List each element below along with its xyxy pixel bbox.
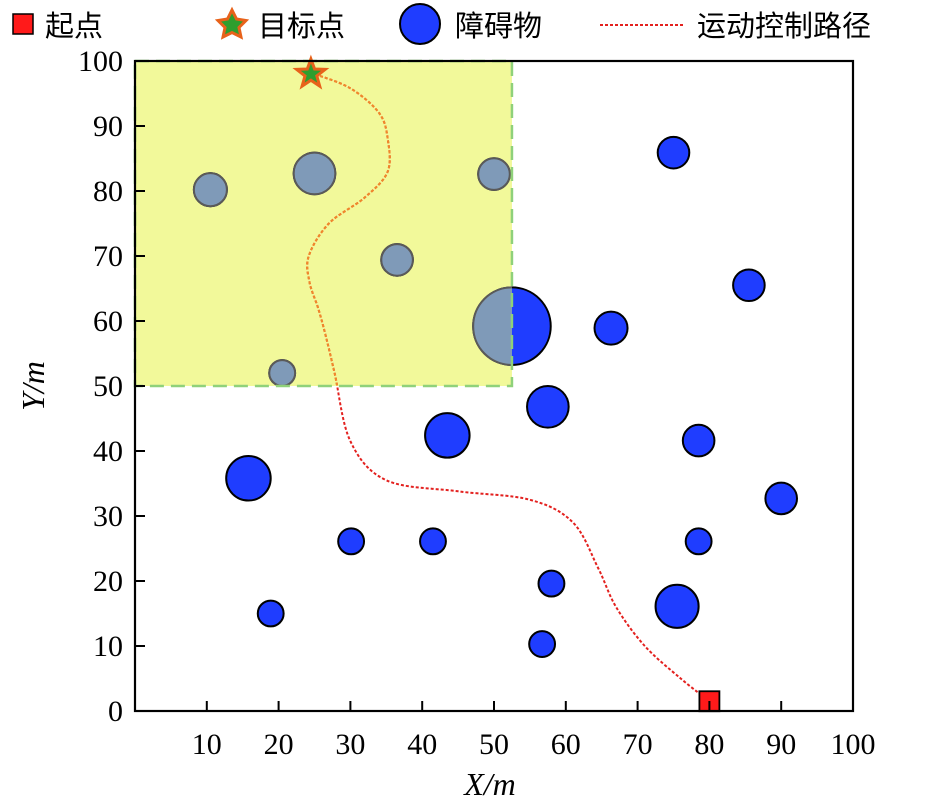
y-tick-label-20: 20 bbox=[93, 565, 123, 598]
y-axis-ticks: 0 10 20 30 40 50 60 70 80 90 100 bbox=[78, 45, 145, 728]
y-axis-label: Y/m bbox=[15, 361, 51, 411]
legend-obstacle-marker bbox=[399, 3, 441, 45]
obstacle-shaded-1 bbox=[192, 172, 228, 208]
y-tick-label-0: 0 bbox=[108, 695, 123, 728]
y-tick-label-40: 40 bbox=[93, 435, 123, 468]
obstacle-8 bbox=[732, 268, 766, 303]
obstacle-9 bbox=[593, 310, 629, 346]
obstacle-15 bbox=[337, 527, 366, 556]
obstacle-20 bbox=[256, 599, 285, 628]
goal-marker bbox=[292, 54, 330, 90]
legend-obstacle-label: 障碍物 bbox=[455, 9, 542, 43]
obstacle-shaded-2 bbox=[292, 151, 337, 196]
y-tick-label-60: 60 bbox=[93, 305, 123, 338]
x-tick-label-60: 60 bbox=[551, 728, 581, 761]
region-overlay bbox=[192, 151, 512, 386]
y-tick-label-10: 10 bbox=[93, 630, 123, 663]
legend-goal-marker bbox=[214, 6, 250, 40]
x-tick-label-80: 80 bbox=[694, 728, 724, 761]
obstacle-shaded-5 bbox=[268, 359, 297, 386]
legend-start-label: 起点 bbox=[45, 9, 103, 43]
obstacle-16 bbox=[419, 527, 447, 556]
y-tick-label-80: 80 bbox=[93, 175, 123, 208]
legend-goal-label: 目标点 bbox=[258, 9, 345, 43]
obstacle-13 bbox=[225, 455, 272, 502]
x-tick-label-70: 70 bbox=[623, 728, 653, 761]
obstacle-21 bbox=[528, 630, 557, 658]
x-tick-label-20: 20 bbox=[264, 728, 294, 761]
x-tick-label-50: 50 bbox=[479, 728, 509, 761]
obstacle-7 bbox=[656, 135, 691, 170]
obstacle-12 bbox=[681, 423, 716, 458]
x-axis-label: X/m bbox=[462, 766, 516, 798]
obstacle-18 bbox=[537, 569, 566, 598]
y-tick-label-90: 90 bbox=[93, 110, 123, 143]
obstacle-17 bbox=[684, 527, 713, 556]
x-tick-label-10: 10 bbox=[192, 728, 222, 761]
obstacle-14 bbox=[764, 481, 798, 516]
obstacle-19 bbox=[654, 583, 700, 629]
obstacle-shaded-4 bbox=[380, 243, 414, 277]
obstacle-11 bbox=[424, 412, 471, 459]
plot-area bbox=[133, 54, 798, 713]
x-axis-ticks: 10 20 30 40 50 60 70 80 90 100 bbox=[192, 701, 876, 761]
region-highlight bbox=[135, 61, 512, 386]
y-tick-label-50: 50 bbox=[93, 370, 123, 403]
legend-path-label: 运动控制路径 bbox=[697, 9, 871, 43]
x-tick-label-100: 100 bbox=[831, 728, 876, 761]
legend: 起点 目标点 障碍物 运动控制路径 bbox=[12, 3, 871, 45]
obstacle-shaded-3 bbox=[477, 157, 511, 191]
x-tick-label-30: 30 bbox=[335, 728, 365, 761]
obstacle-10 bbox=[526, 384, 570, 429]
legend-start-marker bbox=[12, 13, 34, 35]
x-tick-label-90: 90 bbox=[766, 728, 796, 761]
x-tick-label-40: 40 bbox=[407, 728, 437, 761]
motion-path-overlay bbox=[306, 73, 391, 386]
y-tick-label-70: 70 bbox=[93, 240, 123, 273]
y-tick-label-100: 100 bbox=[78, 45, 123, 78]
y-tick-label-30: 30 bbox=[93, 500, 123, 533]
